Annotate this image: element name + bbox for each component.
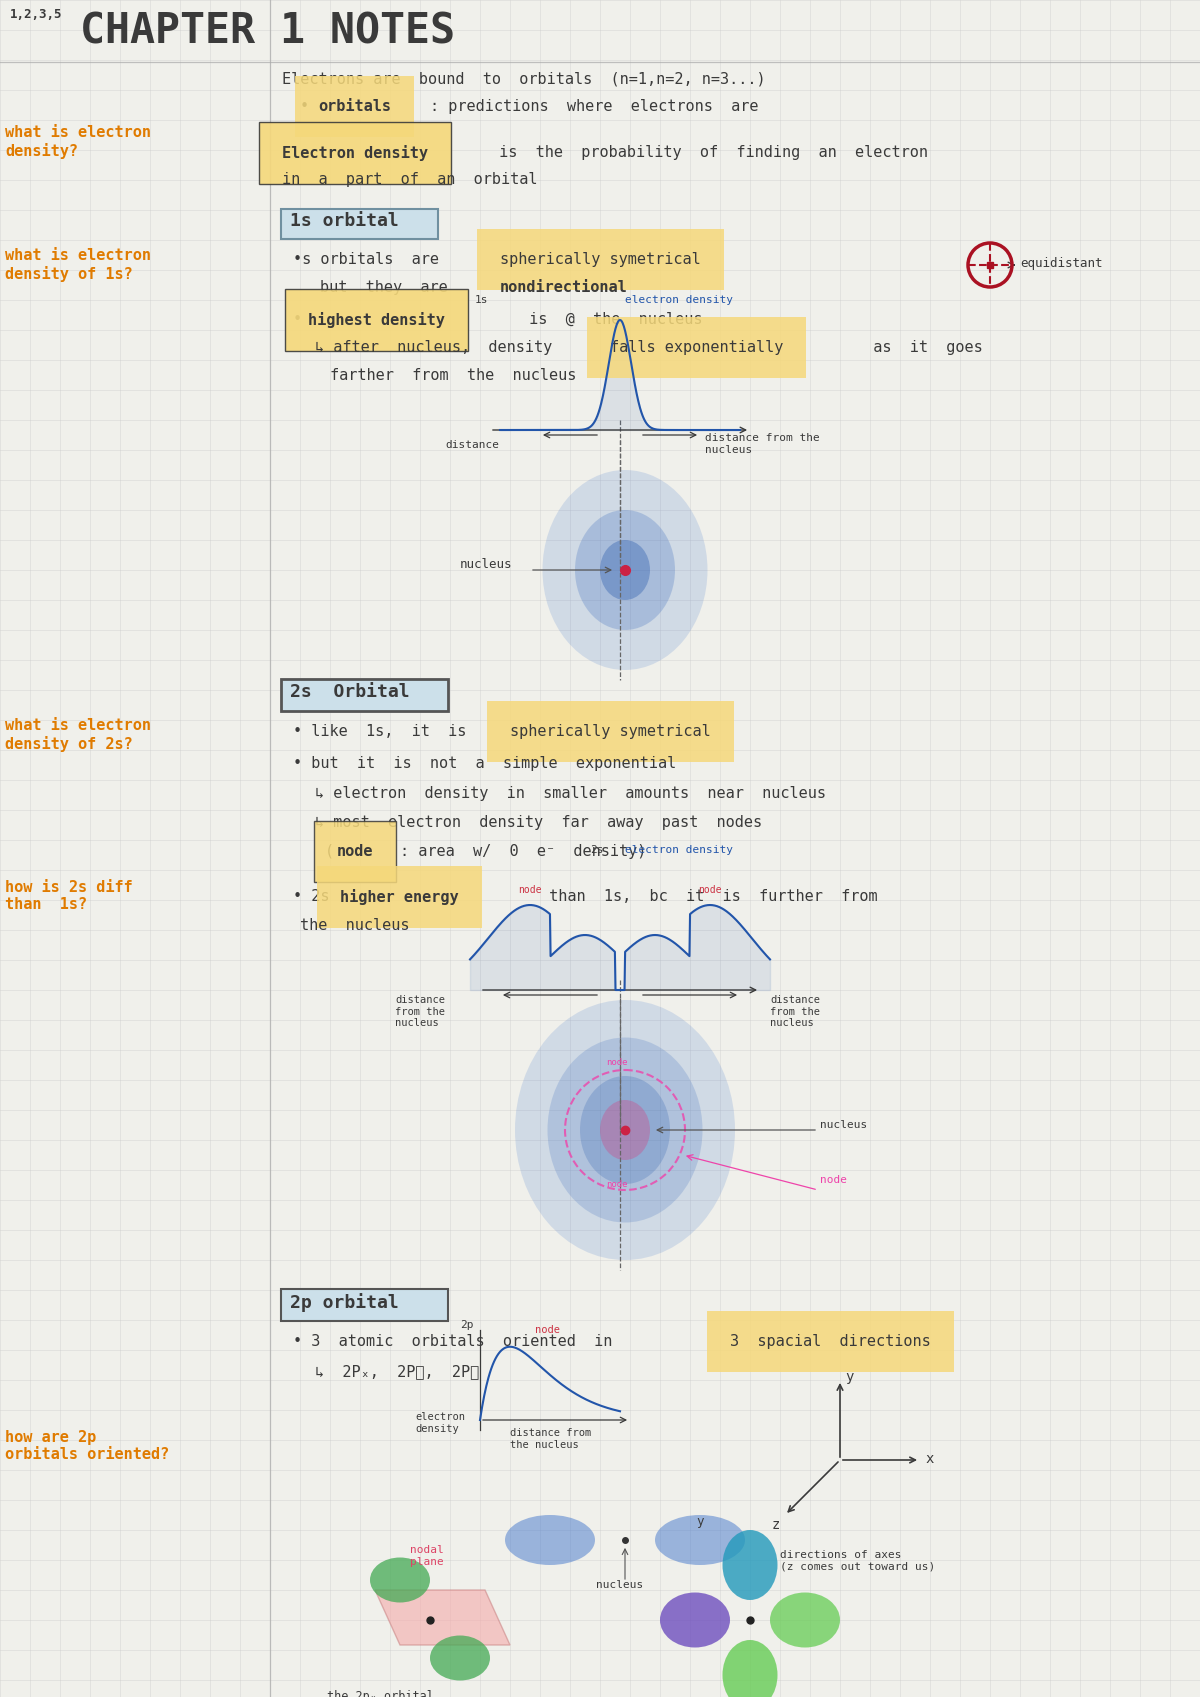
Text: z: z [772, 1519, 780, 1532]
Text: falls exponentially: falls exponentially [610, 339, 784, 355]
Text: : predictions  where  electrons  are: : predictions where electrons are [430, 98, 758, 114]
Text: how is 2s diff
than  1s?: how is 2s diff than 1s? [5, 881, 133, 913]
Text: in  a  part  of  an  orbital: in a part of an orbital [282, 171, 538, 187]
Ellipse shape [660, 1592, 730, 1648]
Text: distance: distance [445, 440, 499, 450]
Text: CHAPTER 1 NOTES: CHAPTER 1 NOTES [80, 10, 455, 53]
Text: 1s: 1s [475, 295, 488, 305]
Ellipse shape [505, 1515, 595, 1565]
Ellipse shape [430, 1636, 490, 1680]
Text: Electrons are  bound  to  orbitals  (n=1,n=2, n=3...): Electrons are bound to orbitals (n=1,n=2… [282, 71, 766, 87]
Text: : area  w/  0  e⁻  density): : area w/ 0 e⁻ density) [400, 843, 647, 859]
Text: nondirectional: nondirectional [500, 280, 628, 295]
Text: what is electron
density of 2s?: what is electron density of 2s? [5, 718, 151, 752]
Ellipse shape [547, 1037, 702, 1222]
Text: node: node [606, 1179, 628, 1190]
FancyBboxPatch shape [281, 679, 448, 711]
Text: distance from the
nucleus: distance from the nucleus [706, 433, 820, 455]
Text: as  it  goes: as it goes [854, 339, 983, 355]
Text: • 2s: • 2s [293, 889, 348, 905]
Text: how are 2p
orbitals oriented?: how are 2p orbitals oriented? [5, 1431, 169, 1463]
Ellipse shape [370, 1558, 430, 1602]
Text: the 2pₓ orbital: the 2pₓ orbital [326, 1690, 433, 1697]
Ellipse shape [722, 1531, 778, 1600]
Text: 2s: 2s [590, 845, 604, 855]
Text: ↳ most  electron  density  far  away  past  nodes: ↳ most electron density far away past no… [314, 815, 762, 830]
Text: ↳ after  nucleus,  density: ↳ after nucleus, density [314, 339, 570, 355]
Ellipse shape [770, 1592, 840, 1648]
Text: y: y [845, 1369, 853, 1385]
Text: nucleus: nucleus [820, 1120, 868, 1130]
Text: 2p orbital: 2p orbital [290, 1293, 398, 1312]
Text: nucleus: nucleus [460, 558, 512, 572]
Ellipse shape [600, 540, 650, 601]
Text: •s orbitals  are: •s orbitals are [293, 251, 457, 266]
FancyBboxPatch shape [281, 209, 438, 239]
Text: Electron density: Electron density [282, 144, 428, 161]
Text: nodal
plane: nodal plane [410, 1544, 444, 1566]
Text: orbitals: orbitals [318, 98, 391, 114]
Text: equidistant: equidistant [1020, 256, 1103, 270]
Text: electron density: electron density [625, 295, 733, 305]
Ellipse shape [722, 1639, 778, 1697]
Text: ↳ electron  density  in  smaller  amounts  near  nucleus: ↳ electron density in smaller amounts ne… [314, 786, 826, 801]
Text: • like  1s,  it  is: • like 1s, it is [293, 725, 485, 738]
Ellipse shape [580, 1076, 670, 1185]
Text: ↳  2Pₓ,  2Pᵧ,  2Pᵨ: ↳ 2Pₓ, 2Pᵧ, 2Pᵨ [314, 1364, 479, 1380]
Text: 1,2,3,5: 1,2,3,5 [10, 8, 62, 20]
Ellipse shape [600, 1100, 650, 1161]
Text: electron density: electron density [625, 845, 733, 855]
Text: node: node [518, 886, 541, 894]
Text: y: y [696, 1515, 703, 1527]
FancyBboxPatch shape [281, 1290, 448, 1320]
Text: •: • [300, 98, 318, 114]
Text: what is electron
density?: what is electron density? [5, 126, 151, 158]
Text: • 3  atomic  orbitals  oriented  in: • 3 atomic orbitals oriented in [293, 1334, 631, 1349]
Text: higher energy: higher energy [340, 889, 458, 905]
Text: 2s  Orbital: 2s Orbital [290, 682, 409, 701]
Text: •: • [293, 312, 311, 328]
Text: than  1s,  bc  it  is  further  from: than 1s, bc it is further from [540, 889, 877, 905]
Polygon shape [374, 1590, 510, 1644]
Text: the  nucleus: the nucleus [300, 918, 409, 933]
Ellipse shape [575, 511, 674, 630]
Text: spherically symetrical: spherically symetrical [510, 725, 710, 738]
Text: highest density: highest density [308, 312, 445, 328]
Text: node: node [820, 1174, 847, 1185]
Text: is  @  the  nucleus: is @ the nucleus [520, 312, 702, 328]
Text: directions of axes
(z comes out toward us): directions of axes (z comes out toward u… [780, 1549, 935, 1571]
Text: what is electron
density of 1s?: what is electron density of 1s? [5, 248, 151, 282]
Text: node: node [606, 1057, 628, 1067]
Text: electron
density: electron density [415, 1412, 466, 1434]
Text: but  they  are: but they are [320, 280, 466, 295]
Text: spherically symetrical: spherically symetrical [500, 251, 701, 266]
Text: farther  from  the  nucleus: farther from the nucleus [330, 368, 576, 384]
Text: is  the  probability  of  finding  an  electron: is the probability of finding an electro… [490, 144, 928, 160]
Text: distance from
the nucleus: distance from the nucleus [510, 1427, 592, 1449]
Text: • but  it  is  not  a  simple  exponential: • but it is not a simple exponential [293, 755, 677, 770]
Text: node: node [337, 843, 373, 859]
Ellipse shape [655, 1515, 745, 1565]
Text: 3  spacial  directions: 3 spacial directions [730, 1334, 931, 1349]
Text: nucleus: nucleus [596, 1580, 643, 1590]
Ellipse shape [515, 1000, 734, 1259]
Text: x: x [925, 1453, 934, 1466]
Ellipse shape [542, 470, 708, 670]
Text: node: node [535, 1325, 560, 1336]
Text: (: ( [325, 843, 334, 859]
Text: distance
from the
nucleus: distance from the nucleus [395, 994, 445, 1028]
Text: distance
from the
nucleus: distance from the nucleus [770, 994, 820, 1028]
Text: 1s orbital: 1s orbital [290, 212, 398, 231]
Text: 2p: 2p [460, 1320, 474, 1330]
Text: node: node [698, 886, 721, 894]
